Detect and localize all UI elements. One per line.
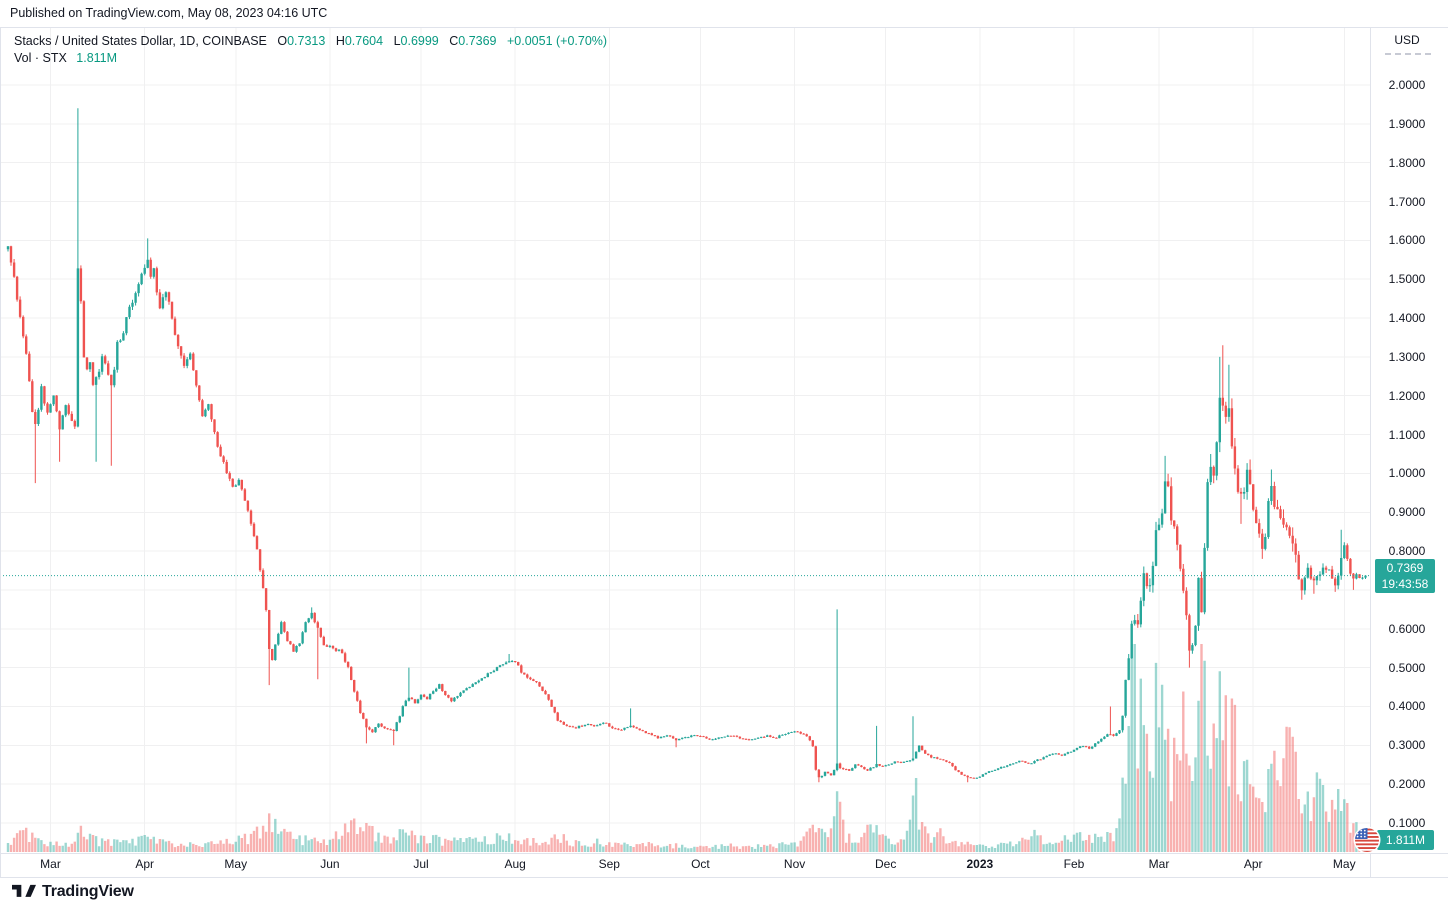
price-tick-label: 0.8000: [1388, 544, 1426, 559]
price-tick-label: 1.3000: [1388, 349, 1426, 364]
legend-row-volume: Vol · STX 1.811M: [14, 50, 607, 67]
chart-legend: Stacks / United States Dollar, 1D, COINB…: [14, 33, 607, 67]
price-tick-label: 0.4000: [1388, 699, 1426, 714]
currency-label: USD: [1394, 33, 1420, 47]
last-price-value: 0.7369: [1386, 560, 1424, 575]
price-tick-label: 0.6000: [1388, 621, 1426, 636]
close-label: C: [449, 34, 459, 48]
time-tick-label: Apr: [135, 857, 154, 871]
usd-flag-icon: [1353, 826, 1381, 854]
footer: TradingView: [12, 882, 134, 901]
price-tick-label: 1.4000: [1388, 311, 1426, 326]
published-bar: Published on TradingView.com, May 08, 20…: [0, 0, 1448, 28]
open-value: 0.7313: [287, 34, 326, 48]
time-tick-label: Mar: [40, 857, 61, 871]
countdown-timer: 19:43:58: [1381, 576, 1429, 591]
price-tick-label: 1.8000: [1388, 155, 1426, 170]
time-tick-label: Jun: [320, 857, 340, 871]
time-tick-label: Aug: [504, 857, 526, 871]
time-tick-label: 2023: [966, 857, 994, 871]
price-tick-label: 0.9000: [1388, 505, 1426, 520]
price-tick-label: 1.5000: [1388, 272, 1426, 287]
volume-label: Vol · STX: [14, 51, 67, 65]
price-tick-label: 2.0000: [1388, 78, 1426, 92]
low-value: 0.6999: [400, 34, 439, 48]
high-label: H: [335, 34, 345, 48]
time-tick-label: Jul: [413, 857, 429, 871]
change-value: +0.0051 (+0.70%): [506, 34, 608, 48]
tradingview-logo-icon[interactable]: [12, 882, 36, 901]
time-tick-label: Nov: [783, 857, 806, 871]
volume-value: 1.811M: [76, 51, 118, 65]
price-tick-label: 1.2000: [1388, 388, 1426, 403]
price-tick-label: 1.9000: [1388, 116, 1426, 131]
price-tick-label: 0.3000: [1388, 738, 1426, 753]
volume-badge: 1.811M: [1377, 830, 1434, 850]
price-tick-label: 1.1000: [1388, 427, 1426, 442]
time-tick-label: Sep: [598, 857, 620, 871]
price-tick-label: 0.1000: [1388, 815, 1426, 830]
tradingview-logo-text[interactable]: TradingView: [42, 882, 134, 900]
high-value: 0.7604: [344, 34, 384, 48]
price-scale-dashes: [1385, 53, 1431, 55]
low-label: L: [393, 34, 401, 48]
time-tick-label: Mar: [1148, 857, 1170, 871]
time-tick-label: May: [1332, 857, 1356, 871]
price-tick-label: 0.5000: [1388, 660, 1426, 675]
time-tick-label: Oct: [691, 857, 710, 871]
last-price-badge: 0.7369 19:43:58: [1375, 558, 1435, 593]
time-tick-label: Feb: [1063, 857, 1085, 871]
open-label: O: [277, 34, 288, 48]
symbol-title: Stacks / United States Dollar, 1D, COINB…: [14, 34, 267, 48]
price-tick-label: 1.7000: [1388, 194, 1426, 209]
time-tick-label: Apr: [1243, 857, 1263, 871]
time-tick-label: May: [224, 857, 248, 871]
price-tick-label: 1.6000: [1388, 233, 1426, 248]
price-tick-label: 0.2000: [1388, 777, 1426, 792]
legend-row-symbol: Stacks / United States Dollar, 1D, COINB…: [14, 33, 607, 50]
close-value: 0.7369: [458, 34, 497, 48]
time-tick-label: Dec: [875, 857, 897, 871]
volume-badge-value: 1.811M: [1385, 833, 1426, 847]
published-text: Published on TradingView.com, May 08, 20…: [10, 6, 328, 20]
price-tick-label: 1.0000: [1388, 466, 1426, 481]
